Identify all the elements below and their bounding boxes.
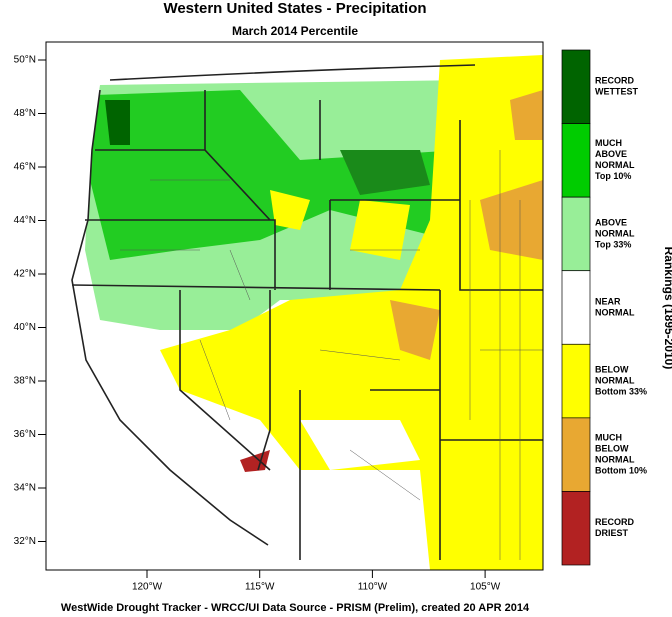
map [46,42,543,570]
legend-swatch [561,417,591,492]
legend-label: BELOW [595,444,629,454]
legend-swatch [561,196,591,272]
legend-label: NORMAL [595,228,635,238]
legend-label: DRIEST [595,528,629,538]
lat-label: 40°N [14,322,36,333]
legend-label: MUCH [595,433,622,443]
legend-label: NORMAL [595,455,635,465]
lat-label: 38°N [14,376,36,387]
legend-label: Bottom 10% [595,466,647,476]
legend-label: ABOVE [595,149,627,159]
legend-swatch [561,343,591,419]
footer: WestWide Drought Tracker - WRCC/UI Data … [61,602,530,614]
lat-label: 32°N [14,536,36,547]
lon-label: 115°W [245,582,275,593]
map-frame [45,41,544,571]
lat-label: 46°N [14,162,36,173]
legend-label: NEAR [595,296,621,306]
legend-label: RECORD [595,76,635,86]
lat-label: 50°N [14,55,36,66]
legend-label: Top 33% [595,239,631,249]
axes: 50°N 48°N 46°N 44°N 42°N 40°N 38°N 36°N 34°N 32°N… [14,55,501,593]
lat-label: 42°N [14,269,36,280]
legend-label: NORMAL [595,160,635,170]
legend-label: MUCH [595,138,622,148]
lon-label: 110°W [358,582,388,593]
lat-label: 36°N [14,429,36,440]
legend-swatch [561,270,591,345]
legend-label: NORMAL [595,375,635,385]
legend-label: WETTEST [595,87,638,97]
legend-label: Top 10% [595,171,631,181]
lat-label: 48°N [14,108,36,119]
legend-swatch [561,491,591,566]
lat-label: 44°N [14,215,36,226]
lon-label: 120°W [132,582,163,593]
lon-label: 105°W [470,582,501,593]
legend-label: Bottom 33% [595,386,647,396]
legend-label: ABOVE [595,217,627,227]
legend-label: RECORD [595,517,635,527]
subtitle: March 2014 Percentile [232,24,358,38]
legend-label: BELOW [595,364,629,374]
title: Western United States - Precipitation [163,0,426,17]
legend-swatch [561,49,591,124]
legend-title: Rankings (1895-2010) [662,247,672,370]
lat-label: 34°N [14,483,36,494]
legend-swatch [561,123,591,198]
legend-label: NORMAL [595,307,635,317]
